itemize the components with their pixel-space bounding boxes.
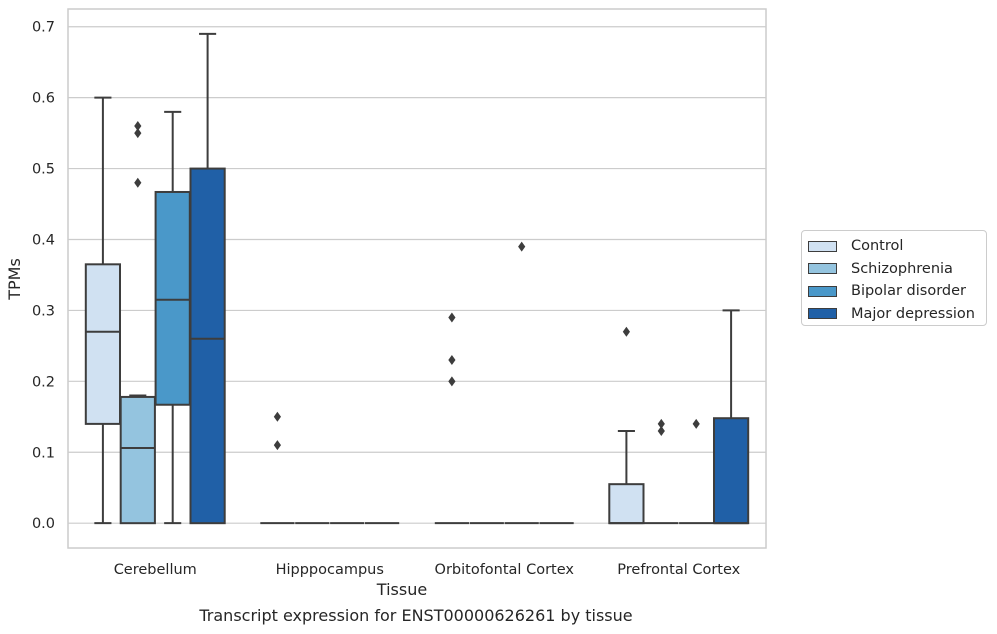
box-body bbox=[119, 395, 156, 525]
plot-frame bbox=[67, 8, 767, 549]
x-tick-label: Orbitofontal Cortex bbox=[435, 562, 575, 578]
legend-swatch bbox=[808, 285, 837, 297]
box-body bbox=[154, 190, 191, 406]
box-bipolar-disorder bbox=[154, 110, 191, 525]
outlier-point bbox=[134, 128, 142, 139]
box-major-depression bbox=[189, 32, 226, 525]
y-tick-label: 0.4 bbox=[32, 232, 55, 248]
outlier-point bbox=[134, 177, 142, 188]
box-schizophrenia bbox=[119, 394, 156, 525]
outlier-point bbox=[448, 355, 456, 366]
outlier-point bbox=[273, 440, 281, 451]
y-tick-label: 0.6 bbox=[32, 91, 55, 107]
legend-item-bipolar-disorder: Bipolar disorder bbox=[802, 280, 986, 303]
y-tick-label: 0.5 bbox=[32, 162, 55, 178]
x-tick-label: Hipppocampus bbox=[276, 562, 384, 578]
legend-swatch bbox=[808, 240, 837, 252]
box-control bbox=[608, 429, 645, 525]
outlier-point bbox=[657, 425, 665, 436]
legend-item-control: Control bbox=[802, 235, 986, 258]
legend-item-schizophrenia: Schizophrenia bbox=[802, 258, 986, 281]
box-body bbox=[712, 417, 750, 525]
y-tick-label: 0.7 bbox=[32, 20, 55, 36]
y-tick-label: 0.0 bbox=[32, 516, 55, 532]
axes-frame bbox=[67, 8, 767, 549]
y-tick-label: 0.2 bbox=[32, 374, 55, 390]
outlier-point bbox=[622, 326, 630, 337]
box-body bbox=[189, 167, 226, 525]
box-body bbox=[84, 263, 122, 425]
legend-item-major-depression: Major depression bbox=[802, 303, 986, 326]
box-body bbox=[608, 483, 645, 525]
y-tick-label: 0.3 bbox=[32, 303, 55, 319]
outlier-point bbox=[448, 376, 456, 387]
y-axis-label: TPMs bbox=[5, 258, 24, 301]
legend: Control Schizophrenia Bipolar disorder M… bbox=[801, 230, 987, 326]
box-control bbox=[84, 96, 122, 525]
outlier-point bbox=[273, 411, 281, 422]
legend-swatch bbox=[808, 263, 837, 275]
outlier-point bbox=[134, 121, 142, 132]
figure-caption: Transcript expression for ENST0000062626… bbox=[199, 606, 633, 625]
outlier-points bbox=[134, 121, 700, 451]
x-axis-label: Tissue bbox=[376, 580, 427, 599]
x-tick-label: Cerebellum bbox=[114, 562, 197, 578]
legend-label: Bipolar disorder bbox=[851, 283, 966, 300]
box-groups bbox=[84, 32, 750, 525]
legend-label: Control bbox=[851, 238, 904, 255]
outlier-point bbox=[518, 241, 526, 252]
x-tick-label: Prefrontal Cortex bbox=[617, 562, 740, 578]
outlier-point bbox=[657, 418, 665, 429]
y-tick-label: 0.1 bbox=[32, 445, 55, 461]
outlier-point bbox=[448, 312, 456, 323]
axis-ticks: 0.0 0.1 0.2 0.3 0.4 0.5 0.6 0.7 Cerebellum Hipppo… bbox=[32, 20, 741, 578]
box-major-depression bbox=[712, 309, 750, 525]
outlier-point bbox=[692, 418, 700, 429]
legend-label: Schizophrenia bbox=[851, 260, 953, 277]
legend-label: Major depression bbox=[851, 305, 975, 322]
legend-swatch bbox=[808, 308, 837, 320]
